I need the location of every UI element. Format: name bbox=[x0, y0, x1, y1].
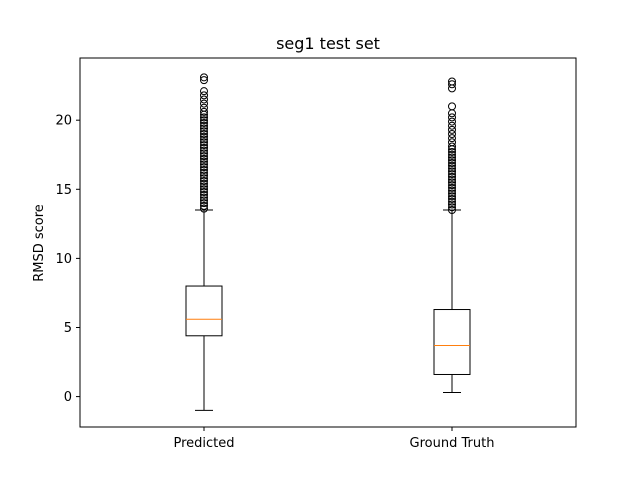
outlier-point bbox=[200, 87, 208, 96]
outlier-point bbox=[448, 164, 456, 173]
outlier-point bbox=[448, 130, 456, 139]
outlier-point bbox=[200, 193, 208, 202]
outlier-point bbox=[448, 197, 456, 206]
outlier-point bbox=[448, 178, 456, 187]
outlier-point bbox=[200, 132, 208, 141]
outlier-point bbox=[448, 172, 456, 181]
outlier-point bbox=[448, 102, 456, 111]
outlier-point bbox=[200, 113, 208, 122]
outlier-point bbox=[448, 189, 456, 198]
outlier-point bbox=[200, 188, 208, 197]
plot-area: 0 5 10 15 20 Predicted Ground Truth bbox=[55, 57, 577, 451]
outlier-point bbox=[448, 80, 456, 89]
outlier-point bbox=[200, 146, 208, 155]
outlier-point bbox=[448, 113, 456, 122]
outlier-point bbox=[448, 84, 456, 93]
x-tick-label: Ground Truth bbox=[410, 436, 495, 451]
outlier-point bbox=[200, 182, 208, 191]
outlier-point bbox=[200, 185, 208, 194]
outlier-point bbox=[200, 157, 208, 166]
outlier-point bbox=[448, 109, 456, 118]
y-tick-label: 20 bbox=[55, 114, 72, 129]
outlier-point bbox=[448, 161, 456, 170]
outlier-point bbox=[448, 150, 456, 159]
outlier-point bbox=[200, 171, 208, 180]
outlier-point bbox=[200, 163, 208, 172]
outlier-point bbox=[200, 107, 208, 116]
outlier-point bbox=[448, 117, 456, 126]
outlier-point bbox=[200, 160, 208, 169]
outlier-point bbox=[448, 121, 456, 130]
outlier-point bbox=[200, 141, 208, 150]
outlier-point bbox=[200, 135, 208, 144]
outlier-point bbox=[200, 179, 208, 188]
outlier-point bbox=[200, 95, 208, 104]
box-iqr bbox=[185, 285, 223, 337]
outlier-point bbox=[200, 196, 208, 205]
outlier-point bbox=[448, 170, 456, 179]
outlier-point bbox=[200, 127, 208, 136]
outlier-point bbox=[200, 91, 208, 100]
y-tick-label: 0 bbox=[64, 390, 72, 405]
outlier-point bbox=[448, 194, 456, 203]
outlier-point bbox=[448, 203, 456, 212]
outlier-point bbox=[200, 174, 208, 183]
outlier-point bbox=[200, 199, 208, 208]
y-axis-label: RMSD score bbox=[32, 204, 47, 282]
outlier-point bbox=[448, 175, 456, 184]
outlier-point bbox=[200, 168, 208, 177]
outlier-point bbox=[448, 192, 456, 201]
outlier-point bbox=[448, 186, 456, 195]
outlier-point bbox=[200, 130, 208, 139]
outlier-point bbox=[448, 181, 456, 190]
outlier-point bbox=[448, 206, 456, 215]
outlier-point bbox=[200, 165, 208, 174]
outlier-point bbox=[448, 156, 456, 165]
y-tick-label: 10 bbox=[55, 252, 72, 267]
outlier-point bbox=[200, 152, 208, 161]
outlier-point bbox=[448, 142, 456, 151]
outlier-point bbox=[448, 200, 456, 209]
y-tick-label: 15 bbox=[55, 183, 72, 198]
outlier-point bbox=[448, 147, 456, 156]
outlier-point bbox=[448, 153, 456, 162]
outlier-point bbox=[200, 143, 208, 152]
outlier-point bbox=[200, 103, 208, 112]
outlier-point bbox=[448, 167, 456, 176]
chart-title: seg1 test set bbox=[276, 34, 380, 53]
outlier-point bbox=[200, 99, 208, 108]
outlier-point bbox=[200, 124, 208, 133]
outlier-point bbox=[200, 177, 208, 185]
outlier-point bbox=[448, 77, 456, 86]
outlier-point bbox=[200, 154, 208, 163]
outlier-point bbox=[200, 138, 208, 147]
outlier-point bbox=[448, 138, 456, 147]
y-tick-label: 5 bbox=[64, 321, 72, 336]
outlier-point bbox=[200, 121, 208, 130]
x-tick-label: Predicted bbox=[173, 436, 234, 451]
outlier-point bbox=[200, 204, 208, 213]
outlier-point bbox=[448, 134, 456, 143]
outlier-point bbox=[200, 73, 208, 82]
outlier-point bbox=[200, 149, 208, 158]
outlier-point bbox=[448, 125, 456, 134]
outlier-point bbox=[200, 190, 208, 199]
box-iqr bbox=[433, 309, 471, 375]
outlier-point bbox=[448, 159, 456, 168]
outlier-point bbox=[200, 201, 208, 210]
outlier-point bbox=[200, 116, 208, 125]
outlier-point bbox=[448, 183, 456, 192]
axes-frame bbox=[79, 57, 577, 428]
outlier-point bbox=[200, 118, 208, 127]
outlier-point bbox=[200, 76, 208, 85]
